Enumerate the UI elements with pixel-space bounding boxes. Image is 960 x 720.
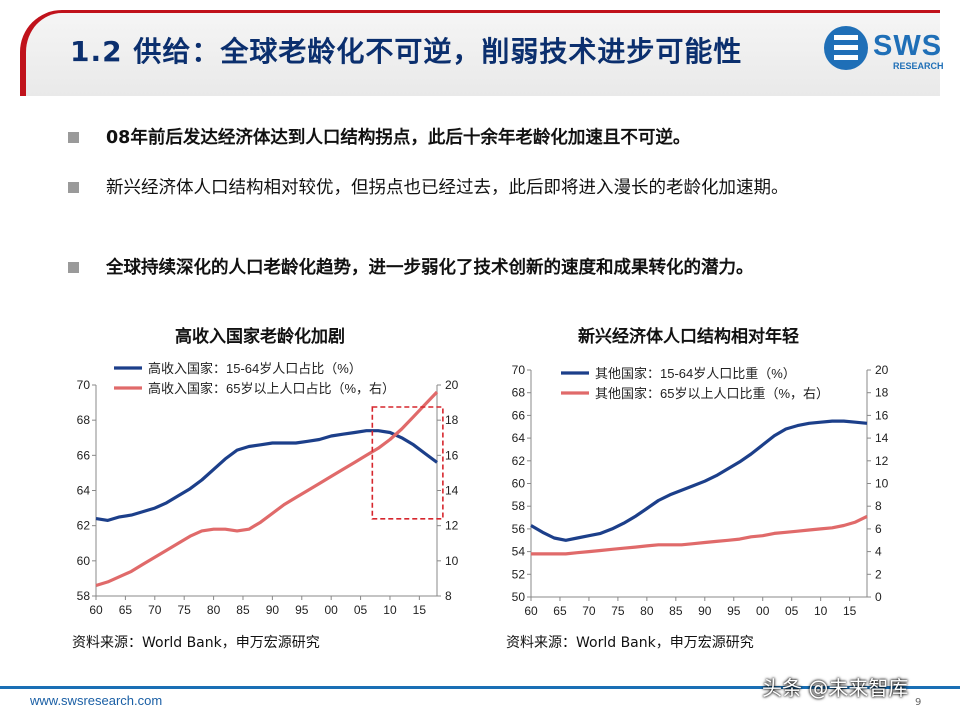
bullet-text: 新兴经济体人口结构相对较优，但拐点也已经过去，此后即将进入漫长的老龄化加速期。 [106,178,789,198]
x-tick-label: 05 [354,603,368,617]
x-tick-label: 00 [324,603,338,617]
y-left-tick-label: 58 [512,499,526,513]
y-left-tick-label: 64 [77,484,91,498]
chart-title-right: 新兴经济体人口结构相对年轻 [578,327,799,347]
y-left-tick-label: 70 [512,363,526,377]
chart-title-left: 高收入国家老龄化加剧 [175,327,345,347]
y-left-tick-label: 54 [512,545,526,559]
x-tick-label: 60 [524,604,538,618]
y-left-tick-label: 68 [77,413,91,427]
watermark: 头条 @未来智库 [762,676,909,700]
sws-logo-icon [824,26,868,70]
bullet-text: 全球持续深化的人口老龄化趋势，进一步弱化了技术创新的速度和成果转化的潜力。 [106,258,754,278]
y-right-tick-label: 18 [875,386,889,400]
highlight-box [371,406,444,520]
y-right-tick-label: 6 [875,522,882,536]
legend-label: 高收入国家：15-64岁人口占比（%） [148,361,362,376]
logo-text: SWS [873,30,943,62]
x-tick-label: 80 [207,603,221,617]
x-tick-label: 85 [669,604,683,618]
logo-subtext: RESEARCH [893,61,944,71]
x-tick-label: 15 [413,603,427,617]
x-tick-label: 70 [148,603,162,617]
y-left-tick-label: 62 [77,519,91,533]
title-banner [20,10,940,96]
y-left-tick-label: 64 [512,431,526,445]
x-tick-label: 95 [295,603,309,617]
y-left-tick-label: 62 [512,454,526,468]
y-right-tick-label: 8 [445,589,452,603]
x-tick-label: 15 [843,604,857,618]
y-left-tick-label: 70 [77,378,91,392]
bullet-text: 08年前后发达经济体达到人口结构拐点，此后十余年老龄化加速且不可逆。 [106,128,691,148]
y-right-tick-label: 2 [875,567,882,581]
x-tick-label: 75 [611,604,625,618]
x-tick-label: 05 [785,604,799,618]
bullet-square-icon [68,182,79,193]
series-line [531,514,868,556]
y-right-tick-label: 10 [445,554,459,568]
y-left-tick-label: 60 [512,477,526,491]
y-left-tick-label: 66 [77,448,91,462]
x-tick-label: 65 [553,604,567,618]
bullet-item: 新兴经济体人口结构相对较优，但拐点也已经过去，此后即将进入漫长的老龄化加速期。 [68,174,892,203]
x-tick-label: 65 [119,603,133,617]
y-right-tick-label: 20 [445,378,459,392]
bullet-square-icon [68,262,79,273]
chart-right: 5052545658606264666870024681012141618206… [512,363,889,618]
x-tick-label: 10 [814,604,828,618]
bullet-item: 08年前后发达经济体达到人口结构拐点，此后十余年老龄化加速且不可逆。 [68,124,892,153]
legend-label: 其他国家：65岁以上人口比重（%，右） [595,386,829,401]
x-tick-label: 90 [698,604,712,618]
y-left-tick-label: 68 [512,386,526,400]
series-line [530,419,868,542]
y-right-tick-label: 14 [875,431,889,445]
y-right-tick-label: 20 [875,363,889,377]
x-tick-label: 70 [582,604,596,618]
y-right-tick-label: 12 [875,454,889,468]
x-tick-label: 60 [89,603,103,617]
bullet-item: 全球持续深化的人口老龄化趋势，进一步弱化了技术创新的速度和成果转化的潜力。 [68,254,892,283]
y-right-tick-label: 0 [875,590,882,604]
x-tick-label: 75 [178,603,192,617]
y-right-tick-label: 14 [445,484,459,498]
y-right-tick-label: 18 [445,413,459,427]
y-left-tick-label: 58 [77,589,91,603]
page-number: 9 [915,697,922,708]
series-line [95,429,438,522]
footer-divider [0,686,960,689]
y-right-tick-label: 10 [875,477,889,491]
y-right-tick-label: 4 [875,545,882,559]
y-right-tick-label: 12 [445,519,459,533]
y-right-tick-label: 16 [445,448,459,462]
y-left-tick-label: 52 [512,567,526,581]
bullet-square-icon [68,132,79,143]
x-tick-label: 80 [640,604,654,618]
page-title: 1.2 供给：全球老龄化不可逆，削弱技术进步可能性 [70,35,743,68]
x-tick-label: 10 [383,603,397,617]
y-right-tick-label: 16 [875,408,889,422]
y-left-tick-label: 66 [512,408,526,422]
y-left-tick-label: 50 [512,590,526,604]
x-tick-label: 85 [236,603,250,617]
x-tick-label: 90 [266,603,280,617]
y-left-tick-label: 60 [77,554,91,568]
y-left-tick-label: 56 [512,522,526,536]
source-note-left: 资料来源：World Bank，申万宏源研究 [72,635,320,651]
x-tick-label: 00 [756,604,770,618]
footer-url[interactable]: www.swsresearch.com [30,693,163,708]
legend-label: 高收入国家：65岁以上人口占比（%，右） [148,381,395,396]
source-note-right: 资料来源：World Bank，申万宏源研究 [506,635,754,651]
x-tick-label: 95 [727,604,741,618]
series-line [95,390,439,588]
y-right-tick-label: 8 [875,499,882,513]
legend-label: 其他国家：15-64岁人口比重（%） [595,366,796,381]
